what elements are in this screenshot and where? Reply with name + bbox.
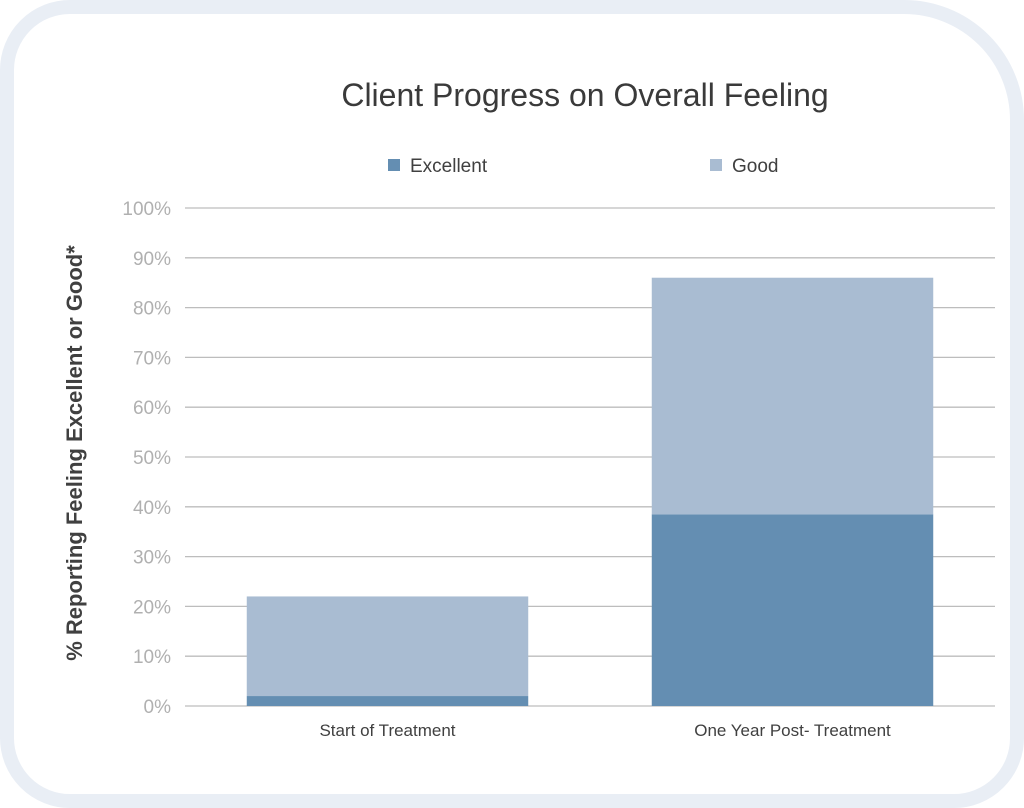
bar-good — [246, 596, 529, 697]
bar-excellent — [246, 696, 529, 706]
x-tick-label: Start of Treatment — [319, 721, 455, 740]
bar-good — [651, 277, 934, 515]
x-axis-ticks: Start of Treatment One Year Post- Treatme… — [319, 721, 891, 740]
y-tick-label: 90% — [133, 249, 171, 270]
legend-label-good: Good — [732, 156, 778, 177]
y-tick-label: 0% — [144, 697, 172, 718]
y-tick-label: 70% — [133, 348, 171, 369]
y-tick-label: 10% — [133, 647, 171, 668]
y-tick-label: 60% — [133, 398, 171, 419]
y-axis-ticks: 0% 10% 20% 30% 40% 50% 60% 70% 80% 90% 100% — [122, 199, 171, 718]
bar-excellent — [651, 514, 934, 706]
legend-swatch-excellent — [388, 159, 400, 171]
y-tick-label: 40% — [133, 498, 171, 519]
y-tick-label: 100% — [122, 199, 171, 220]
legend-label-excellent: Excellent — [410, 156, 488, 177]
x-tick-label: One Year Post- Treatment — [694, 721, 891, 740]
y-tick-label: 50% — [133, 448, 171, 469]
y-axis-label: % Reporting Feeling Excellent or Good* — [62, 245, 87, 661]
y-tick-label: 30% — [133, 548, 171, 569]
bars — [246, 277, 934, 706]
legend-swatch-good — [710, 159, 722, 171]
legend: Excellent Good — [388, 156, 778, 177]
y-tick-label: 20% — [133, 597, 171, 618]
chart-title: Client Progress on Overall Feeling — [341, 77, 828, 113]
y-tick-label: 80% — [133, 299, 171, 320]
